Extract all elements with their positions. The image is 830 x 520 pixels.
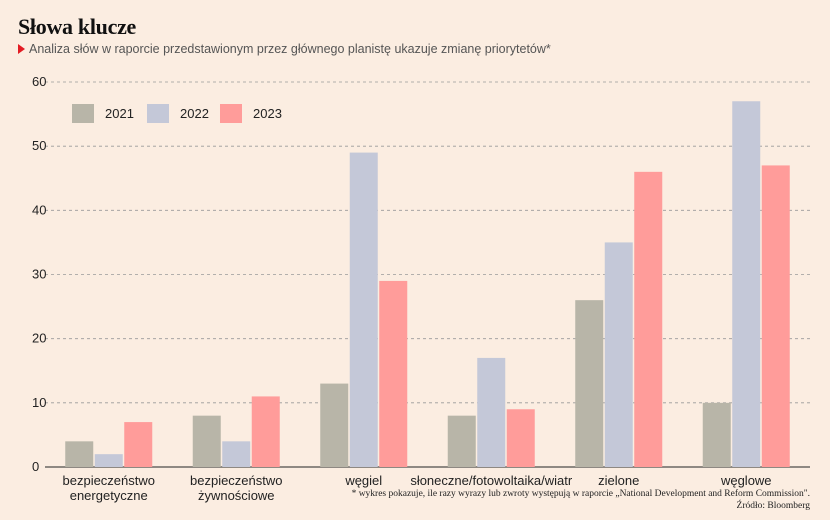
y-tick-label: 40	[32, 202, 46, 217]
subtitle-text: Analiza słów w raporcie przedstawionym p…	[29, 42, 551, 56]
x-tick-label: bezpieczeństwo	[190, 473, 283, 488]
bar-2022	[222, 441, 251, 467]
bar-2021	[702, 402, 731, 467]
bar-2021	[575, 300, 604, 467]
bar-2023	[251, 396, 280, 467]
legend-swatch-2022	[147, 104, 169, 123]
bar-2021	[320, 383, 349, 467]
x-tick-label: węglowe	[720, 473, 772, 488]
legend-label: 2023	[253, 106, 282, 121]
x-tick-label: bezpieczeństwo	[63, 473, 156, 488]
x-tick-label: zielone	[598, 473, 639, 488]
y-tick-label: 0	[32, 459, 39, 474]
bar-2021	[192, 415, 221, 467]
bar-2023	[634, 171, 663, 468]
triangle-bullet-icon	[18, 44, 25, 54]
legend-swatch-2023	[220, 104, 242, 123]
bar-2023	[379, 280, 408, 467]
legend-label: 2022	[180, 106, 209, 121]
y-tick-label: 20	[32, 331, 46, 346]
bar-2022	[349, 152, 378, 468]
bar-2022	[732, 101, 761, 467]
bar-2022	[604, 242, 633, 467]
chart-subtitle: Analiza słów w raporcie przedstawionym p…	[18, 42, 551, 56]
bar-2023	[124, 422, 153, 467]
x-tick-label: słoneczne/fotowoltaika/wiatr	[410, 473, 573, 488]
legend-swatch-2021	[72, 104, 94, 123]
x-tick-label: węgiel	[344, 473, 382, 488]
chart-title: Słowa klucze	[18, 14, 137, 39]
x-tick-label: żywnościowe	[198, 488, 275, 503]
legend-label: 2021	[105, 106, 134, 121]
y-tick-label: 30	[32, 267, 46, 282]
y-tick-label: 10	[32, 395, 46, 410]
bar-2021	[447, 415, 476, 467]
bar-2022	[477, 357, 506, 467]
y-tick-label: 60	[32, 74, 46, 89]
source-note: Źródło: Bloomberg	[736, 501, 810, 511]
y-tick-label: 50	[32, 138, 46, 153]
bar-2023	[761, 165, 790, 467]
footnote: * wykres pokazuje, ile razy wyrazy lub z…	[351, 489, 810, 499]
bar-2023	[506, 409, 535, 467]
bar-2022	[94, 454, 123, 467]
x-tick-label: energetyczne	[70, 488, 148, 503]
bar-2021	[65, 441, 94, 467]
